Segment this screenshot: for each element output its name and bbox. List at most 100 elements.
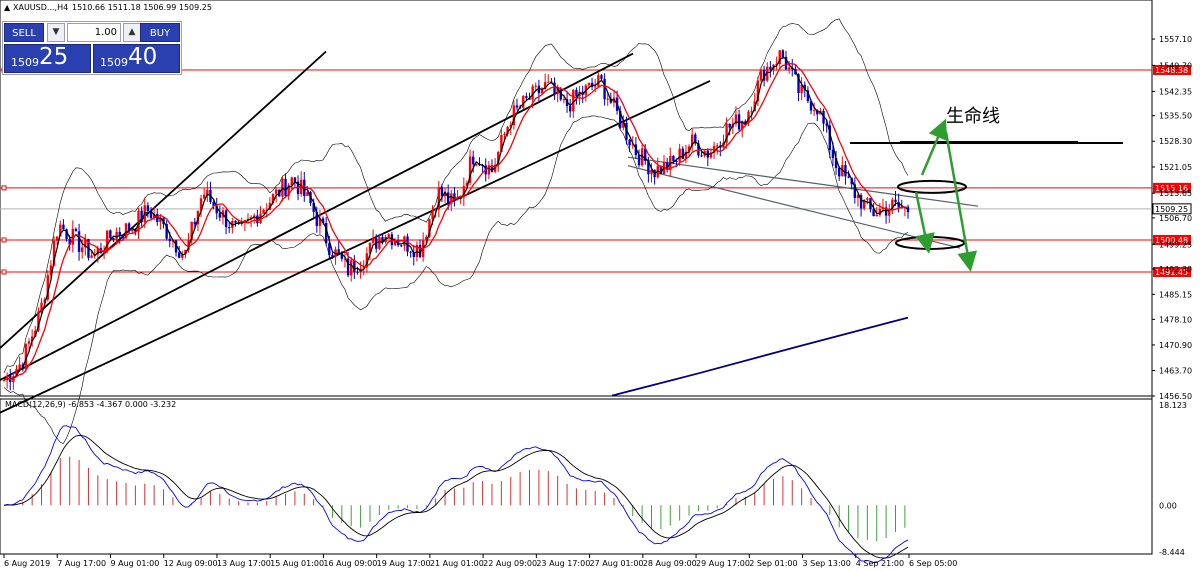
candle-body	[365, 253, 369, 268]
level-tag	[1153, 234, 1191, 245]
trend-line[interactable]	[627, 156, 979, 207]
green-arrow-down-long[interactable]	[944, 131, 978, 272]
ellipse-upper[interactable]	[897, 179, 967, 194]
candle-body	[687, 146, 691, 152]
trend-line[interactable]	[0, 50, 327, 349]
lot-increase-icon[interactable]: ▲	[123, 23, 141, 42]
lot-size-input[interactable]: 1.00	[67, 23, 121, 42]
candle-body	[425, 236, 428, 241]
candle-body	[587, 82, 591, 86]
candle-body	[234, 221, 237, 223]
candle-body	[878, 208, 882, 215]
candle-body	[781, 50, 785, 57]
time-tick-label: 22 Aug 09:00	[483, 559, 537, 568]
macd-pane[interactable]	[0, 398, 1153, 555]
candle-body	[631, 144, 634, 146]
candle-body	[841, 165, 844, 177]
candle-body	[293, 177, 297, 182]
candle-body	[81, 247, 84, 252]
candle-body	[140, 210, 143, 223]
sell-quote-button[interactable]: 1509 25	[4, 44, 91, 73]
macd-tick-label: 0.00	[1159, 501, 1177, 510]
candle-body	[193, 221, 197, 225]
candle-body	[888, 208, 891, 216]
price-tick-label: 1485.15	[1159, 290, 1192, 299]
candle-body	[68, 238, 71, 245]
candle-body	[547, 81, 550, 83]
candle-body	[328, 243, 331, 256]
price-tick-label: 1499.25	[1159, 240, 1192, 249]
candle-body	[381, 237, 384, 243]
candle-body	[187, 239, 190, 250]
candle-body	[634, 144, 638, 156]
candle-body	[353, 260, 356, 272]
trend-line[interactable]	[0, 80, 711, 414]
candle-body	[303, 179, 306, 197]
candle-body	[847, 176, 850, 178]
candle-body	[681, 148, 684, 159]
candle-body	[875, 214, 878, 217]
candle-body	[356, 271, 359, 273]
candle-body	[784, 56, 788, 70]
trend-line[interactable]	[627, 165, 961, 249]
lifeline-bar	[900, 141, 1078, 145]
candle-body	[806, 90, 810, 102]
candle-body	[390, 234, 394, 246]
candle-body	[462, 186, 466, 198]
candle-body	[543, 82, 547, 90]
candle-body	[565, 99, 569, 107]
price-tick-label: 1463.70	[1159, 366, 1192, 375]
candle-body	[378, 237, 381, 249]
candle-body	[593, 86, 597, 88]
current-price-tag	[1152, 203, 1192, 215]
level-label: 1500.48	[1155, 236, 1188, 245]
time-tick-label: 9 Aug 01:00	[110, 559, 159, 568]
candle-body	[747, 111, 750, 124]
candle-body	[2, 380, 6, 382]
candle-body	[575, 89, 578, 97]
candle-body	[709, 152, 713, 158]
price-tick-label: 1492.30	[1159, 265, 1192, 274]
candle-body	[725, 123, 728, 143]
time-tick-label: 4 Sep 21:00	[856, 559, 904, 568]
buy-price-prefix: 1509	[100, 56, 128, 69]
buy-quote-button[interactable]: 1509 40	[93, 44, 180, 73]
buy-button[interactable]: BUY	[140, 23, 180, 42]
horizontal-levels[interactable]: 1548.38 1515.16 1500.48 1491.45 1509.25	[0, 65, 1192, 277]
candle-body	[515, 105, 519, 108]
candle-body	[412, 252, 415, 257]
candle-body	[118, 231, 121, 236]
macd-tick-label: 18.123	[1159, 401, 1187, 410]
time-tick-label: 16 Aug 09:00	[323, 559, 377, 568]
candle-body	[46, 275, 49, 300]
candle-body	[271, 193, 275, 204]
green-arrow-up[interactable]	[920, 118, 948, 176]
candle-body	[228, 227, 231, 229]
candle-body	[734, 114, 738, 124]
sell-price-prefix: 1509	[11, 56, 39, 69]
candle-body	[512, 105, 516, 126]
lot-decrease-icon[interactable]: ▼	[47, 23, 65, 42]
sell-button[interactable]: SELL	[4, 23, 44, 42]
price-tick-label: 1542.35	[1159, 87, 1192, 96]
price-tick-label: 1528.30	[1159, 137, 1192, 146]
candle-body	[284, 178, 287, 196]
candle-body	[231, 221, 234, 228]
candle-body	[866, 198, 869, 200]
price-pane[interactable]	[0, 0, 1153, 397]
annotations[interactable]	[850, 118, 1123, 272]
candle-body	[556, 88, 559, 95]
candle-body	[828, 125, 831, 150]
candle-body	[906, 206, 910, 213]
time-tick-label: 6 Aug 2019	[4, 559, 50, 568]
candle-body	[581, 91, 584, 95]
candle-body	[891, 199, 894, 209]
candle-body	[465, 182, 469, 187]
green-arrow-down[interactable]	[914, 191, 935, 254]
candle-body	[371, 238, 375, 243]
candle-body	[428, 219, 431, 237]
time-tick-label: 15 Aug 01:00	[270, 559, 324, 568]
candle-body	[259, 213, 262, 224]
level-tag	[1153, 182, 1191, 193]
